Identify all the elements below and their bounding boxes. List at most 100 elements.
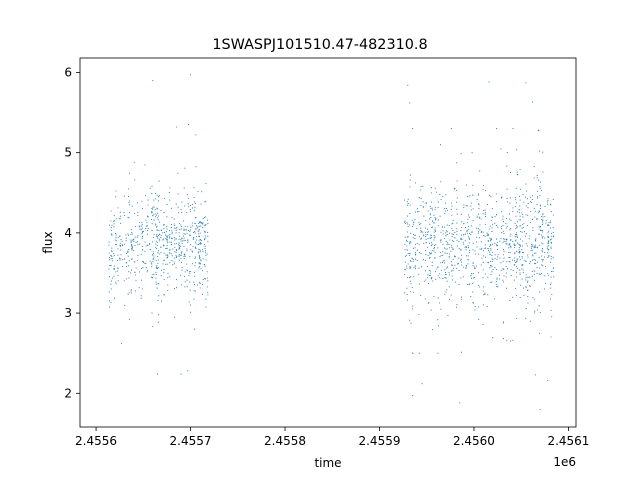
- data-point: [454, 264, 456, 266]
- data-point: [468, 237, 470, 239]
- data-point: [440, 269, 442, 271]
- data-point: [186, 211, 188, 213]
- data-point: [450, 209, 452, 211]
- data-point: [466, 222, 468, 224]
- data-point: [454, 237, 456, 239]
- data-point: [486, 232, 488, 234]
- data-point: [194, 203, 196, 205]
- data-point: [460, 351, 463, 353]
- data-point: [156, 255, 158, 258]
- data-point: [456, 263, 458, 265]
- data-point: [472, 265, 474, 267]
- data-point: [517, 211, 519, 213]
- data-point: [433, 239, 435, 241]
- data-point: [434, 216, 436, 219]
- data-point: [131, 233, 133, 235]
- data-point: [120, 249, 122, 251]
- data-point: [206, 219, 208, 221]
- data-point: [135, 267, 137, 269]
- data-point: [190, 244, 192, 246]
- data-point: [522, 216, 524, 218]
- data-point: [514, 253, 516, 255]
- data-point: [425, 234, 427, 236]
- data-point: [463, 204, 465, 206]
- data-point: [451, 214, 453, 216]
- data-point: [502, 254, 504, 256]
- data-point: [519, 269, 521, 271]
- data-point: [552, 231, 554, 233]
- data-point: [506, 243, 508, 245]
- data-point: [542, 219, 544, 221]
- data-point: [154, 192, 157, 194]
- data-point: [430, 234, 433, 236]
- data-point: [190, 270, 192, 273]
- data-point: [489, 237, 491, 239]
- data-point: [404, 261, 406, 263]
- data-point: [141, 207, 144, 210]
- data-point: [525, 190, 527, 192]
- data-point: [477, 253, 479, 255]
- data-point: [414, 251, 416, 254]
- data-point: [110, 255, 112, 257]
- data-point: [547, 225, 549, 227]
- data-point: [541, 189, 543, 192]
- data-point: [489, 194, 491, 196]
- data-point: [115, 218, 117, 220]
- data-point: [452, 229, 454, 231]
- data-point: [491, 207, 493, 210]
- data-point: [193, 237, 195, 239]
- data-point: [128, 172, 131, 174]
- data-point: [186, 250, 188, 252]
- data-point: [522, 245, 524, 247]
- data-point: [430, 309, 432, 311]
- data-point: [460, 237, 462, 239]
- data-point: [187, 203, 189, 205]
- data-point: [544, 205, 546, 208]
- data-point: [513, 244, 515, 246]
- data-point: [183, 245, 185, 248]
- data-point: [162, 263, 164, 265]
- data-point: [549, 283, 552, 286]
- data-point: [535, 263, 537, 265]
- data-point: [452, 248, 454, 250]
- data-point: [410, 291, 412, 293]
- data-point: [476, 215, 478, 217]
- data-point: [113, 255, 115, 257]
- data-point: [108, 241, 110, 243]
- data-point: [461, 238, 463, 240]
- data-point: [149, 243, 151, 245]
- data-point: [490, 260, 492, 263]
- data-point: [201, 293, 204, 295]
- data-point: [204, 252, 207, 254]
- data-point: [437, 319, 439, 321]
- data-point: [178, 259, 180, 261]
- data-point: [474, 250, 476, 252]
- data-point: [194, 217, 196, 219]
- data-point: [430, 201, 432, 203]
- data-point: [158, 195, 160, 197]
- data-point: [180, 224, 182, 226]
- data-point: [527, 203, 529, 205]
- data-point: [512, 240, 514, 242]
- data-point: [406, 221, 408, 223]
- data-point: [175, 203, 177, 205]
- data-point: [522, 269, 524, 271]
- data-point: [539, 273, 541, 276]
- data-point: [153, 273, 155, 275]
- data-point: [487, 239, 489, 242]
- data-point: [156, 244, 158, 247]
- data-point: [435, 278, 437, 281]
- data-point: [496, 268, 498, 271]
- data-point: [442, 243, 444, 245]
- data-point: [167, 255, 169, 257]
- data-point: [547, 274, 549, 276]
- data-point: [498, 274, 501, 276]
- data-point: [514, 261, 516, 263]
- data-point: [131, 246, 133, 248]
- data-point: [173, 218, 175, 220]
- data-point: [418, 252, 421, 254]
- data-point: [410, 260, 412, 263]
- data-point: [130, 292, 132, 294]
- data-point: [199, 282, 201, 284]
- data-point: [407, 276, 409, 278]
